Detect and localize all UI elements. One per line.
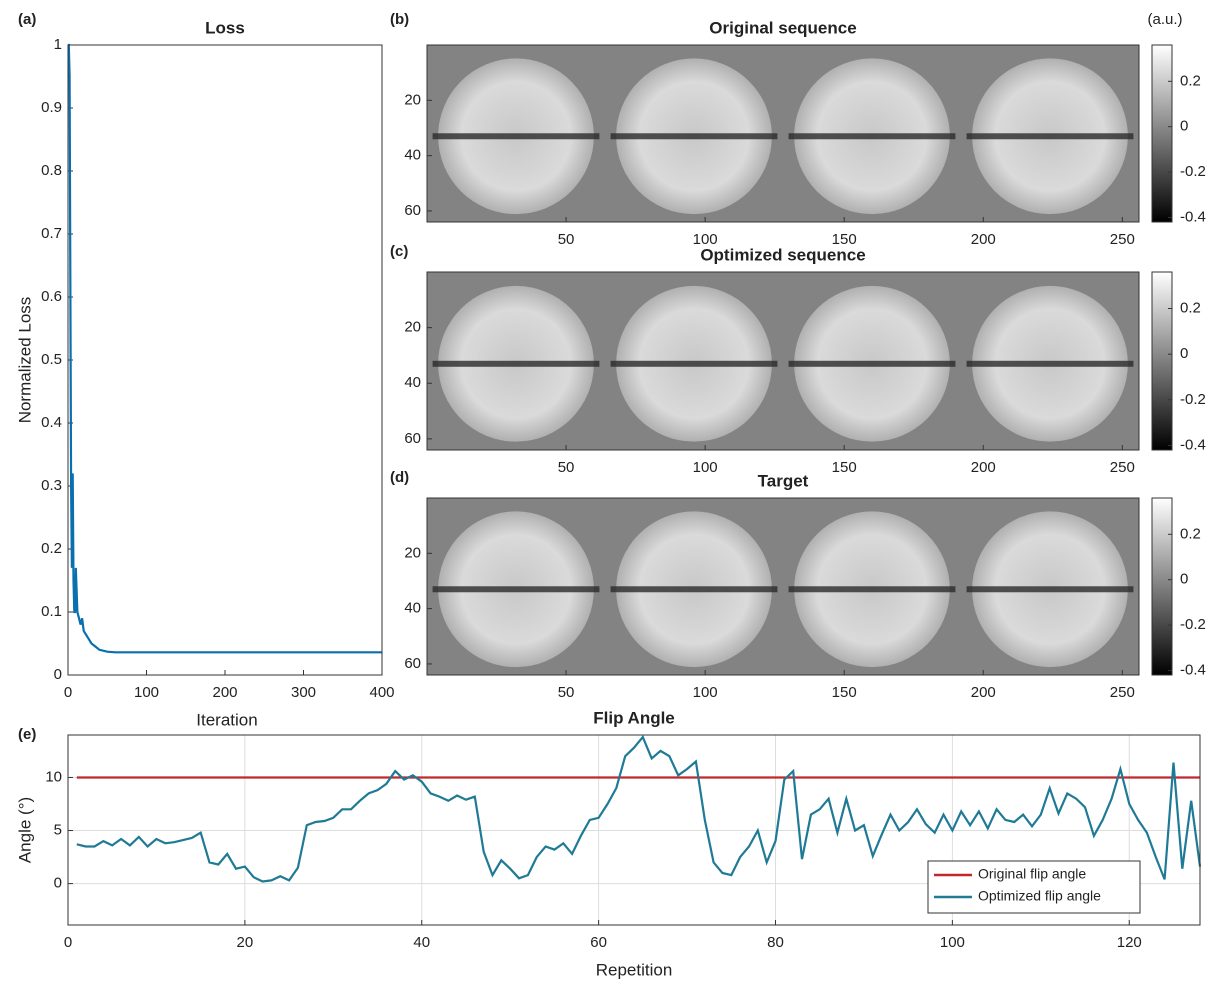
x-axis-label: Repetition — [596, 960, 673, 979]
figure: (a)Loss010020030040000.10.20.30.40.50.60… — [0, 0, 1224, 988]
chart-title: Flip Angle — [593, 708, 675, 727]
y-tick-label: 0.6 — [41, 288, 62, 305]
x-tick-label: 120 — [1117, 934, 1142, 951]
colorbar-tick-label: -0.4 — [1180, 661, 1206, 678]
x-tick-label: 400 — [369, 684, 394, 701]
colorbar-tick-label: -0.4 — [1180, 208, 1206, 225]
panel-label: (d) — [390, 469, 409, 486]
x-tick-label: 100 — [134, 684, 159, 701]
x-tick-label: 0 — [64, 684, 72, 701]
midline — [789, 133, 956, 139]
colorbar-tick-label: 0 — [1180, 345, 1188, 362]
y-tick-label: 0 — [54, 875, 62, 892]
legend-label: Optimized flip angle — [978, 888, 1101, 904]
midline — [611, 133, 778, 139]
x-tick-label: 200 — [971, 459, 996, 476]
y-tick-label: 0.3 — [41, 477, 62, 494]
panel-label: (e) — [18, 726, 36, 743]
colorbar — [1152, 498, 1172, 675]
x-tick-label: 0 — [64, 934, 72, 951]
y-tick-label: 0.4 — [41, 414, 62, 431]
x-tick-label: 200 — [212, 684, 237, 701]
colorbar-tick-label: -0.4 — [1180, 436, 1206, 453]
panel-label: (a) — [18, 11, 36, 28]
x-tick-label: 50 — [558, 684, 575, 701]
x-tick-label: 250 — [1110, 459, 1135, 476]
y-tick-label: 60 — [404, 202, 421, 219]
midline — [967, 361, 1134, 367]
y-axis-label: Angle (°) — [15, 797, 34, 863]
y-tick-label: 5 — [54, 821, 62, 838]
midline — [789, 361, 956, 367]
colorbar-tick-label: 0 — [1180, 118, 1188, 135]
chart-title: Target — [758, 471, 809, 490]
y-tick-label: 0.1 — [41, 603, 62, 620]
plot-area — [68, 45, 382, 675]
colorbar — [1152, 45, 1172, 222]
y-tick-label: 40 — [404, 374, 421, 391]
x-tick-label: 100 — [693, 459, 718, 476]
panel-label: (b) — [390, 11, 409, 28]
y-tick-label: 20 — [404, 319, 421, 336]
colorbar-tick-label: 0.2 — [1180, 299, 1201, 316]
midline — [611, 586, 778, 592]
x-tick-label: 50 — [558, 459, 575, 476]
x-tick-label: 200 — [971, 231, 996, 248]
x-tick-label: 100 — [693, 684, 718, 701]
y-tick-label: 20 — [404, 544, 421, 561]
y-tick-label: 0.9 — [41, 99, 62, 116]
midline — [433, 133, 600, 139]
y-tick-label: 40 — [404, 600, 421, 617]
colorbar-tick-label: -0.2 — [1180, 616, 1206, 633]
y-axis-label: Normalized Loss — [15, 297, 34, 424]
colorbar — [1152, 272, 1172, 450]
legend-label: Original flip angle — [978, 866, 1086, 882]
chart-title: Optimized sequence — [700, 245, 865, 264]
midline — [967, 133, 1134, 139]
y-tick-label: 0.8 — [41, 162, 62, 179]
midline — [967, 586, 1134, 592]
x-tick-label: 250 — [1110, 231, 1135, 248]
x-tick-label: 60 — [590, 934, 607, 951]
colorbar-tick-label: 0 — [1180, 571, 1188, 588]
panel-label: (c) — [390, 243, 408, 260]
y-tick-label: 10 — [45, 768, 62, 785]
y-tick-label: 60 — [404, 655, 421, 672]
x-tick-label: 50 — [558, 231, 575, 248]
x-tick-label: 100 — [940, 934, 965, 951]
chart-title: Original sequence — [709, 18, 856, 37]
x-tick-label: 80 — [767, 934, 784, 951]
colorbar-tick-label: -0.2 — [1180, 391, 1206, 408]
colorbar-tick-label: 0.2 — [1180, 72, 1201, 89]
y-tick-label: 1 — [54, 36, 62, 53]
x-tick-label: 250 — [1110, 684, 1135, 701]
x-tick-label: 150 — [832, 684, 857, 701]
x-tick-label: 40 — [413, 934, 430, 951]
y-tick-label: 0.2 — [41, 540, 62, 557]
x-tick-label: 20 — [237, 934, 254, 951]
y-tick-label: 0.7 — [41, 225, 62, 242]
colorbar-tick-label: 0.2 — [1180, 525, 1201, 542]
x-axis-label: Iteration — [196, 710, 257, 729]
y-tick-label: 0 — [54, 666, 62, 683]
x-tick-label: 200 — [971, 684, 996, 701]
y-tick-label: 20 — [404, 91, 421, 108]
midline — [433, 361, 600, 367]
chart-title: Loss — [205, 18, 245, 37]
x-tick-label: 300 — [291, 684, 316, 701]
y-tick-label: 0.5 — [41, 351, 62, 368]
midline — [433, 586, 600, 592]
y-tick-label: 40 — [404, 147, 421, 164]
colorbar-label: (a.u.) — [1147, 11, 1182, 28]
midline — [611, 361, 778, 367]
x-tick-label: 150 — [832, 459, 857, 476]
midline — [789, 586, 956, 592]
y-tick-label: 60 — [404, 430, 421, 447]
colorbar-tick-label: -0.2 — [1180, 163, 1206, 180]
